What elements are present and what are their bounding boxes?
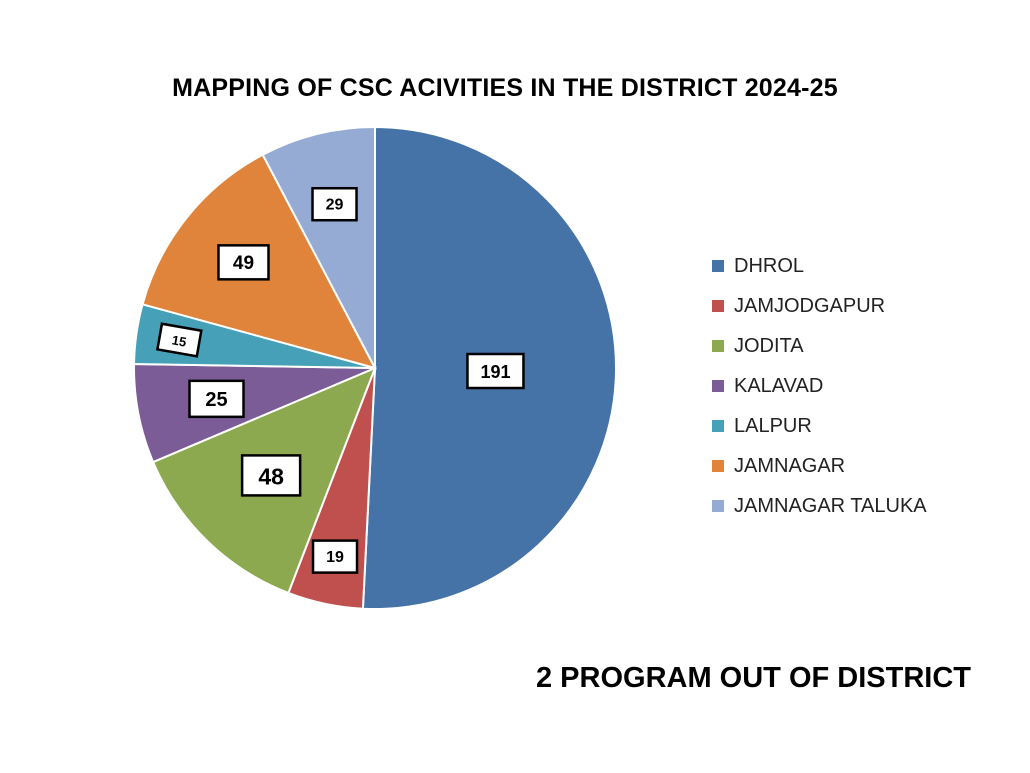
legend-swatch xyxy=(712,420,724,432)
legend-label: DHROL xyxy=(734,254,805,277)
legend-item: JODITA xyxy=(712,326,927,366)
chart-legend: DHROL JAMJODGAPUR JODITA KALAVAD LALPUR JAMNA… xyxy=(712,246,927,526)
legend-label: JODITA xyxy=(734,334,804,357)
data-label-value: 49 xyxy=(233,253,254,274)
data-label-value: 48 xyxy=(258,463,284,489)
data-label: 191 xyxy=(466,352,525,390)
data-label-value: 15 xyxy=(171,332,188,349)
legend-item: KALAVAD xyxy=(712,366,927,406)
legend-item: LALPUR xyxy=(712,406,927,446)
legend-item: JAMNAGAR TALUKA xyxy=(712,486,927,526)
legend-label: JAMNAGAR xyxy=(734,454,846,477)
data-label-box xyxy=(155,322,203,358)
data-label: 29 xyxy=(311,186,358,222)
data-label-value: 191 xyxy=(480,362,510,382)
legend-item: JAMNAGAR xyxy=(712,446,927,486)
data-label-value: 25 xyxy=(205,389,227,411)
data-label: 25 xyxy=(188,379,245,419)
legend-label: KALAVAD xyxy=(734,374,824,397)
legend-label: LALPUR xyxy=(734,414,812,437)
legend-swatch xyxy=(712,460,724,472)
data-label-value: 29 xyxy=(326,197,344,214)
legend-item: DHROL xyxy=(712,246,927,286)
legend-item: JAMJODGAPUR xyxy=(712,286,927,326)
data-label: 48 xyxy=(240,454,302,497)
data-label-box xyxy=(188,379,245,419)
legend-swatch xyxy=(712,500,724,512)
legend-label: JAMNAGAR TALUKA xyxy=(734,494,927,517)
data-label: 49 xyxy=(217,244,270,281)
legend-swatch xyxy=(712,380,724,392)
data-label-box xyxy=(217,244,270,281)
data-label-box xyxy=(311,539,359,574)
data-label-box xyxy=(466,352,525,390)
chart-title: MAPPING OF CSC ACIVITIES IN THE DISTRICT… xyxy=(172,74,838,102)
legend-label: JAMJODGAPUR xyxy=(734,294,886,317)
data-label: 15 xyxy=(155,322,203,358)
data-label-value: 19 xyxy=(326,549,344,566)
legend-swatch xyxy=(712,260,724,272)
legend-swatch xyxy=(712,300,724,312)
data-label: 19 xyxy=(311,539,359,574)
data-label-box xyxy=(240,454,302,497)
legend-swatch xyxy=(712,340,724,352)
chart-annotation: 2 PROGRAM OUT OF DISTRICT xyxy=(536,662,971,694)
data-label-box xyxy=(311,186,358,222)
